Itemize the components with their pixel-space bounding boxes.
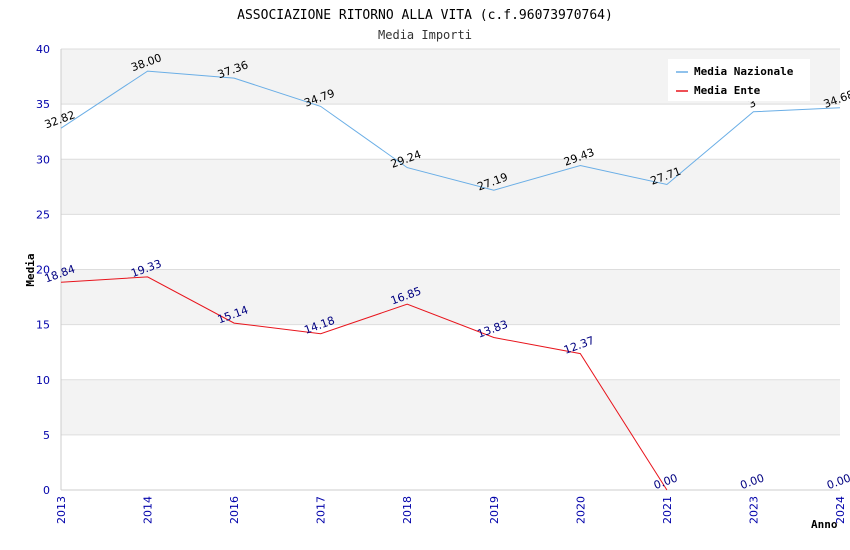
legend-entry-media-ente: Media Ente [694,84,761,97]
series-lines [60,70,841,491]
axes [60,49,840,491]
y-tick-label: 0 [43,484,50,497]
legend-entry-media-nazionale: Media Nazionale [694,65,794,78]
y-axis-ticks: 0 5 10 15 20 25 30 35 40 [36,43,50,497]
y-tick-label: 10 [36,374,50,387]
y-tick-label: 20 [36,264,50,277]
x-tick-label: 2013 [55,496,68,524]
data-label: 3 [747,96,758,111]
x-tick-label: 2023 [747,496,760,524]
x-axis-ticks: 2013 2014 2016 2017 2018 2019 2020 2021 2023 2024 [55,496,847,524]
x-tick-label: 2018 [401,496,414,524]
x-tick-label: 2016 [228,496,241,524]
y-tick-label: 40 [36,43,50,56]
series-line-media-nazionale [60,70,841,191]
y-tick-label: 35 [36,98,50,111]
chart-subtitle: Media Importi [378,28,472,42]
grid-band [61,159,840,215]
grid-bands [61,49,840,435]
data-label: 32.82 [43,108,77,131]
x-tick-label: 2019 [488,496,501,524]
x-tick-label: 2024 [834,496,847,524]
y-tick-label: 5 [43,429,50,442]
x-tick-label: 2017 [315,496,328,524]
y-tick-label: 15 [36,319,50,332]
legend-box [668,59,810,101]
x-tick-label: 2014 [142,496,155,524]
data-label: 0.00 [739,471,766,492]
grid-band [61,269,840,325]
y-tick-label: 30 [36,153,50,166]
series-line-media-ente [60,276,668,491]
x-tick-label: 2021 [661,496,674,524]
grid-band [61,379,840,435]
chart-title: ASSOCIAZIONE RITORNO ALLA VITA (c.f.9607… [237,8,613,23]
x-tick-label: 2020 [574,496,587,524]
legend: Media Nazionale Media Ente [668,59,810,101]
y-tick-label: 25 [36,208,50,221]
y-axis-label: Media [24,253,37,286]
data-label: 0.00 [825,471,850,492]
x-axis-label: Anno [811,518,838,531]
